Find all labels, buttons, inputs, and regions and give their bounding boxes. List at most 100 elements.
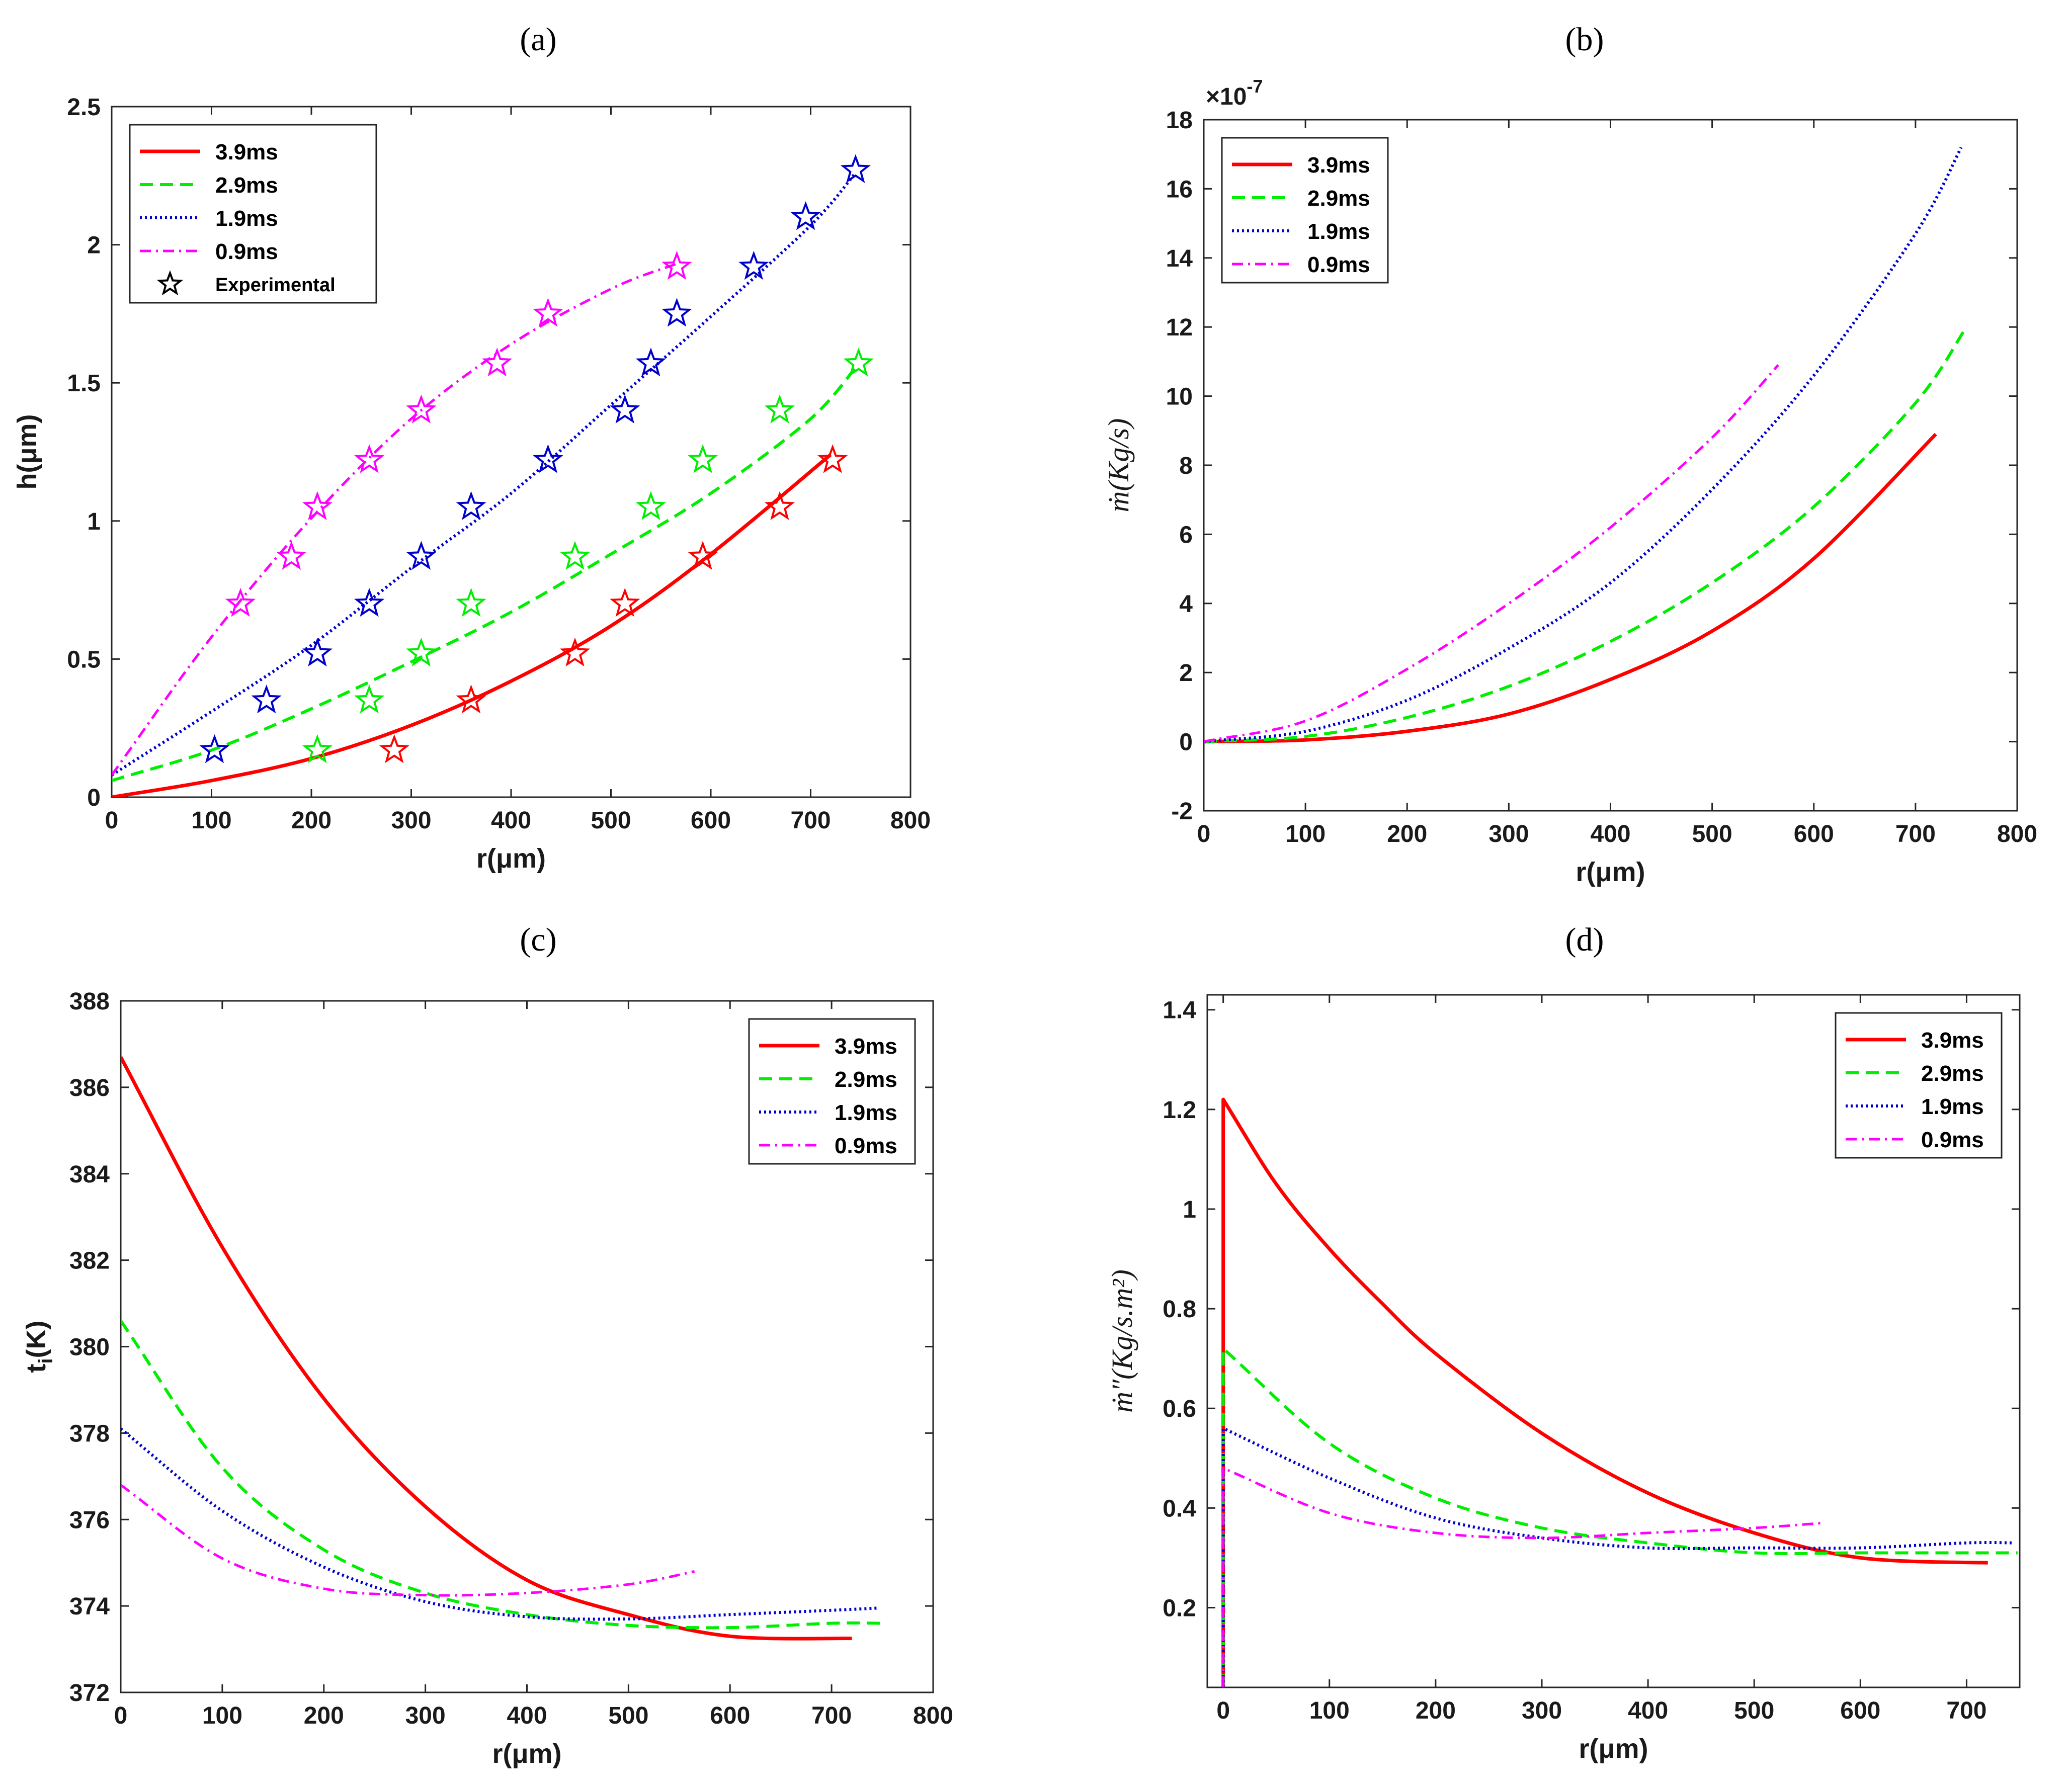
legend-swatch-experimental	[156, 270, 184, 296]
experimental-point	[302, 491, 333, 521]
y-tick-label: 12	[1166, 314, 1193, 341]
experimental-point	[354, 685, 385, 714]
legend-label: 2.9ms	[1921, 1061, 1984, 1086]
legend: 3.9ms 2.9ms 1.9ms 0.9ms	[1835, 1012, 2003, 1159]
axis-exponent-label: ×10-7	[1206, 76, 1263, 110]
x-tick-label: 300	[1522, 1697, 1562, 1724]
experimental-point	[302, 637, 333, 667]
y-tick-label: 6	[1179, 522, 1193, 548]
series-line-0.9ms	[121, 1484, 695, 1597]
series-line-3.9ms	[1221, 1097, 1988, 1687]
series-line-1.9ms	[121, 1427, 878, 1621]
x-tick-label: 500	[608, 1702, 648, 1729]
legend-box	[1835, 1012, 2003, 1159]
legend-label: 2.9ms	[1307, 186, 1370, 211]
experimental-point	[661, 250, 692, 280]
experimental-point	[635, 491, 667, 521]
legend-label: 0.9ms	[1921, 1128, 1984, 1152]
legend-box	[748, 1018, 916, 1165]
x-tick-label: 200	[291, 807, 332, 834]
legend-label: 1.9ms	[835, 1100, 897, 1125]
y-tick-label: 1	[87, 508, 101, 535]
y-axis-label: ṁ″(Kg/s.m²)	[1106, 1269, 1138, 1413]
y-tick-label: 0.6	[1163, 1396, 1196, 1422]
x-tick-label: 500	[1734, 1697, 1774, 1724]
legend-label: 1.9ms	[1921, 1094, 1984, 1119]
y-tick-label: 8	[1179, 453, 1193, 479]
panel-label: (d)	[1565, 921, 1604, 958]
series-line-2.9ms	[1221, 1347, 2018, 1687]
x-tick-label: 200	[1387, 821, 1427, 847]
y-axis-label: ti(K)	[21, 1320, 57, 1373]
x-tick-label: 600	[710, 1702, 750, 1729]
x-tick-label: 0	[105, 807, 119, 834]
experimental-point	[456, 587, 486, 617]
experimental-point	[276, 541, 307, 570]
experimental-point	[199, 734, 230, 763]
legend: 3.9ms 2.9ms 1.9ms 0.9ms	[748, 1018, 916, 1165]
y-tick-label: 372	[69, 1680, 110, 1706]
experimental-point	[456, 491, 486, 521]
experimental-point	[354, 587, 385, 617]
x-tick-label: 600	[1794, 821, 1834, 847]
legend-label: 1.9ms	[215, 206, 278, 231]
experimental-point	[840, 154, 871, 184]
y-tick-label: -2	[1171, 798, 1193, 825]
y-tick-label: 2.5	[67, 94, 101, 121]
y-axis-label-sub: i	[35, 1358, 57, 1363]
x-tick-label: 800	[1997, 821, 2037, 847]
y-tick-label: 1.2	[1163, 1097, 1196, 1124]
y-tick-label: 0.8	[1163, 1296, 1196, 1323]
y-axis-label: ṁ(Kg/s)	[1102, 418, 1135, 513]
x-tick-label: 600	[691, 807, 731, 834]
experimental-point	[610, 587, 640, 617]
experimental-point	[738, 250, 769, 280]
y-tick-label: 388	[69, 988, 110, 1015]
x-tick-label: 700	[790, 807, 831, 834]
x-tick-label: 800	[890, 807, 931, 834]
experimental-point	[790, 201, 821, 230]
y-axis-label: h(μm)	[12, 414, 42, 489]
experimental-point	[635, 348, 667, 377]
y-tick-label: 18	[1166, 107, 1193, 134]
y-tick-label: 376	[69, 1507, 110, 1533]
experimental-point	[843, 348, 874, 377]
y-tick-label: 0.4	[1163, 1495, 1196, 1522]
x-tick-label: 100	[191, 807, 231, 834]
series-line-2.9ms	[112, 362, 860, 782]
legend-label: 0.9ms	[1307, 252, 1370, 277]
series-line-3.9ms	[121, 1056, 852, 1641]
y-tick-label: 0	[87, 785, 101, 811]
experimental-point	[533, 298, 563, 327]
y-tick-label: 0.2	[1163, 1595, 1196, 1622]
x-tick-label: 100	[202, 1702, 242, 1729]
x-tick-label: 500	[1692, 821, 1732, 847]
experimental-point	[302, 734, 333, 763]
x-tick-label: 600	[1840, 1697, 1880, 1724]
series-line-1.9ms	[1204, 146, 1963, 743]
x-tick-label: 0	[1197, 821, 1211, 847]
legend-label: 2.9ms	[215, 173, 278, 198]
x-tick-label: 100	[1309, 1697, 1350, 1724]
panel-a: (a) 0 100 200 300 400 500 600 700 800 0 0.5 1 1.5 2 2.5…	[12, 21, 931, 874]
x-tick-label: 700	[811, 1702, 852, 1729]
x-axis-label: r(μm)	[1579, 1734, 1648, 1764]
series-line-3.9ms	[1204, 433, 1937, 744]
axis-exponent-power: -7	[1247, 76, 1263, 97]
experimental-point	[533, 444, 563, 473]
legend: 3.9ms 2.9ms 1.9ms 0.9ms	[1221, 137, 1389, 284]
legend-label: 3.9ms	[1307, 153, 1370, 178]
y-tick-label: 0	[1179, 729, 1193, 756]
x-tick-label: 300	[391, 807, 431, 834]
experimental-point	[406, 394, 437, 423]
series-line-1.9ms	[1221, 1426, 2015, 1687]
experimental-point	[406, 637, 437, 667]
y-tick-label: 378	[69, 1420, 110, 1447]
legend-box	[1221, 137, 1389, 284]
experimental-point	[688, 444, 718, 473]
y-tick-label: 16	[1166, 176, 1193, 203]
y-tick-label: 1.4	[1163, 997, 1196, 1024]
x-axis-label: r(μm)	[492, 1739, 561, 1769]
x-tick-label: 0	[114, 1702, 128, 1729]
